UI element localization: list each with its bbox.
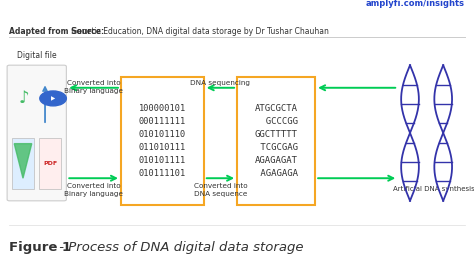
Text: Genetic Education, DNA digital data storage by Dr Tushar Chauhan: Genetic Education, DNA digital data stor… bbox=[69, 27, 328, 36]
Polygon shape bbox=[14, 144, 32, 178]
Text: ▶: ▶ bbox=[52, 96, 55, 101]
Text: Converted into
Binary language: Converted into Binary language bbox=[64, 183, 123, 197]
Text: Converted into
Binary language: Converted into Binary language bbox=[64, 80, 123, 94]
Circle shape bbox=[40, 91, 66, 106]
FancyBboxPatch shape bbox=[39, 138, 61, 189]
Text: 100000101
000111111
010101110
011010111
010101111
010111101: 100000101 000111111 010101110 011010111 … bbox=[139, 104, 186, 178]
FancyBboxPatch shape bbox=[7, 65, 66, 201]
Text: Adapted from Source:: Adapted from Source: bbox=[9, 27, 105, 36]
Text: amplyfi.com/insights: amplyfi.com/insights bbox=[365, 0, 465, 8]
Text: Figure 1: Figure 1 bbox=[9, 241, 72, 254]
Text: - Process of DNA digital data storage: - Process of DNA digital data storage bbox=[55, 241, 303, 254]
FancyBboxPatch shape bbox=[237, 77, 315, 205]
FancyBboxPatch shape bbox=[121, 77, 204, 205]
Text: PDF: PDF bbox=[43, 161, 57, 166]
Text: Artificial DNA synthesis: Artificial DNA synthesis bbox=[393, 185, 474, 192]
Text: ♪: ♪ bbox=[18, 89, 29, 107]
Text: Converted into
DNA sequence: Converted into DNA sequence bbox=[193, 183, 247, 197]
Text: DNA sequencing: DNA sequencing bbox=[191, 80, 250, 86]
Text: Digital file: Digital file bbox=[17, 51, 56, 60]
FancyBboxPatch shape bbox=[12, 138, 34, 189]
Text: ATGCGCTA
  GCCCGG
GGCTTTTT
 TCGCGAG
AGAGAGAT
 AGAGAGA: ATGCGCTA GCCCGG GGCTTTTT TCGCGAG AGAGAGA… bbox=[255, 104, 298, 178]
